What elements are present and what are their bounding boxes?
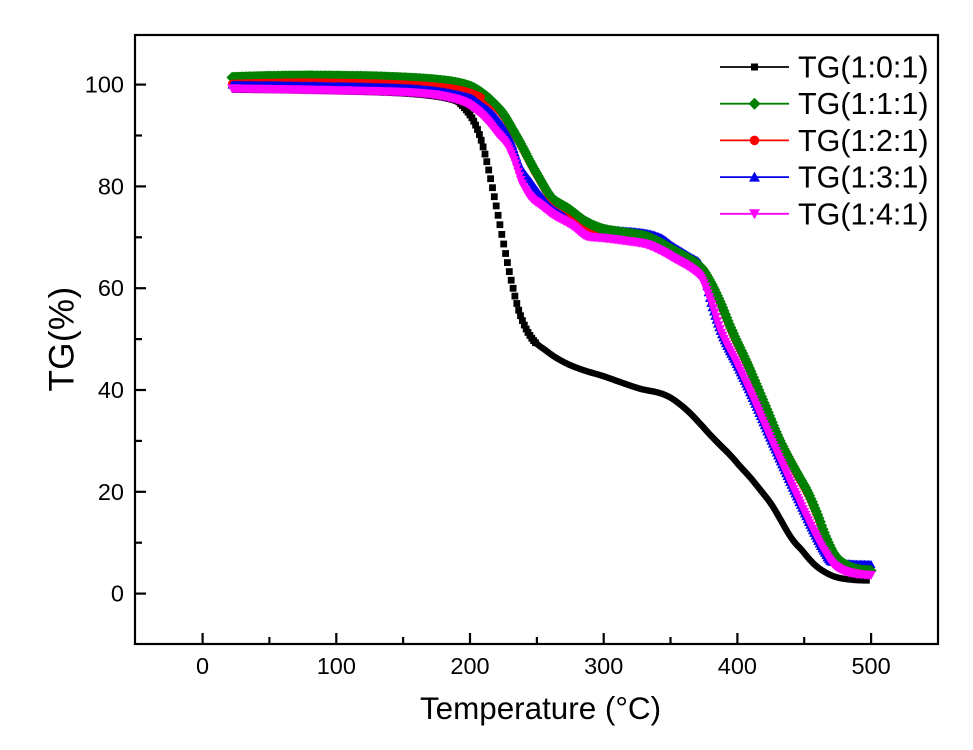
- svg-text:Temperature (°C): Temperature (°C): [420, 691, 661, 726]
- svg-text:500: 500: [851, 653, 890, 679]
- svg-text:TG(1:4:1): TG(1:4:1): [798, 197, 929, 231]
- svg-text:60: 60: [98, 275, 124, 301]
- svg-text:TG(1:0:1): TG(1:0:1): [798, 51, 929, 85]
- svg-text:40: 40: [98, 377, 124, 403]
- svg-text:300: 300: [584, 653, 623, 679]
- svg-text:400: 400: [718, 653, 757, 679]
- svg-text:80: 80: [98, 173, 124, 199]
- svg-text:200: 200: [450, 653, 489, 679]
- svg-text:TG(1:1:1): TG(1:1:1): [798, 87, 929, 121]
- svg-text:0: 0: [196, 653, 209, 679]
- svg-text:100: 100: [85, 72, 124, 98]
- svg-text:TG(%): TG(%): [43, 286, 82, 391]
- svg-text:0: 0: [111, 581, 124, 607]
- svg-text:20: 20: [98, 479, 124, 505]
- svg-text:TG(1:2:1): TG(1:2:1): [798, 124, 929, 158]
- svg-text:100: 100: [317, 653, 356, 679]
- svg-text:TG(1:3:1): TG(1:3:1): [798, 161, 929, 195]
